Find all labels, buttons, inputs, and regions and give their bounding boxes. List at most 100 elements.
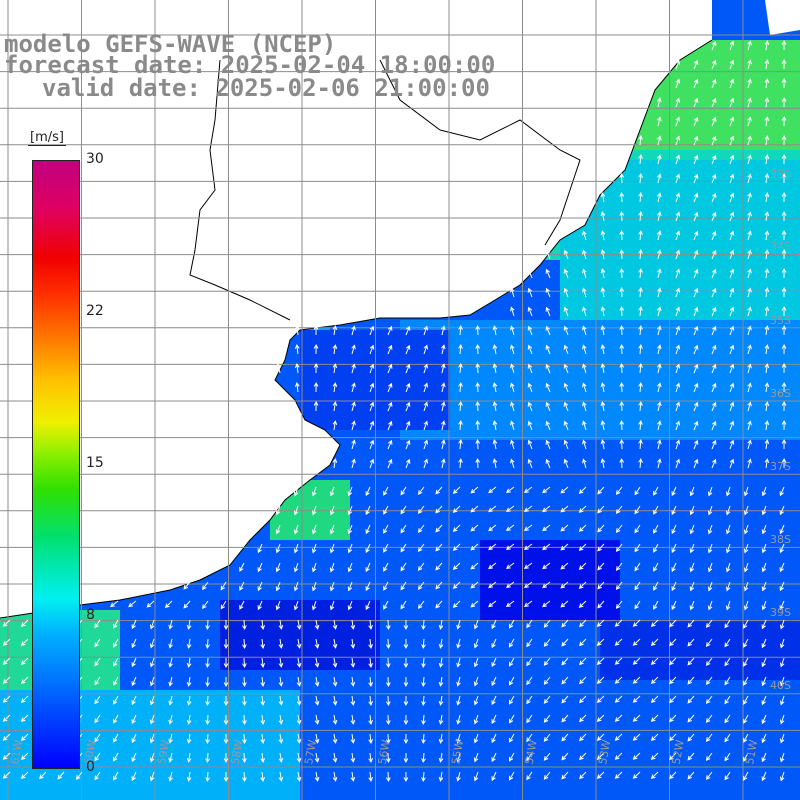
wind-arrow [724, 638, 731, 648]
wind-arrow [764, 420, 770, 431]
wind-arrow [329, 562, 335, 573]
wind-arrow [223, 714, 229, 726]
wind-arrow [619, 362, 625, 374]
wind-arrow [578, 543, 587, 551]
wind-arrows [2, 39, 787, 783]
wind-arrow [711, 268, 717, 279]
wind-arrow [242, 752, 247, 764]
wind-arrow [242, 714, 247, 726]
wind-arrow [650, 752, 659, 761]
wind-arrow [492, 325, 498, 336]
wind-arrow [526, 638, 533, 648]
wind-arrow [275, 524, 281, 535]
wind-arrow [113, 638, 119, 648]
wind-arrow [2, 657, 11, 665]
colorbar-tick-22: 22 [86, 303, 104, 319]
wind-arrow [743, 638, 749, 648]
wind-arrow [400, 486, 407, 496]
wind-arrow [329, 486, 335, 497]
wind-arrow [747, 154, 752, 165]
wind-arrow [20, 638, 29, 647]
wind-arrow [314, 638, 320, 649]
wind-arrow [403, 771, 409, 783]
wind-arrow [615, 562, 623, 571]
wind-arrow [615, 524, 623, 533]
wind-arrow [332, 657, 338, 668]
wind-arrow [693, 59, 699, 70]
wind-arrow [113, 657, 119, 667]
wind-arrow [293, 581, 299, 592]
wind-arrow [761, 638, 767, 649]
wind-arrow [761, 733, 767, 744]
wind-arrow [131, 752, 137, 763]
wind-arrow [365, 543, 371, 554]
wind-arrow [452, 562, 461, 570]
wind-arrow [421, 695, 426, 707]
wind-arrow [488, 486, 497, 494]
wind-arrow [579, 619, 587, 628]
wind-arrow [186, 752, 192, 763]
wind-arrow [632, 638, 641, 646]
wind-arrow [600, 287, 606, 298]
wind-arrow [729, 154, 735, 165]
wind-arrow [764, 116, 770, 127]
wind-arrow [508, 619, 515, 629]
wind-arrow [761, 581, 767, 592]
wind-arrow [582, 249, 587, 260]
wind-arrow [94, 619, 101, 629]
wind-arrow [693, 211, 699, 222]
wind-arrow [492, 344, 498, 355]
wind-arrow [417, 581, 425, 590]
wind-arrow [675, 135, 681, 146]
wind-arrow [563, 458, 569, 469]
wind-arrow [491, 714, 497, 725]
wind-arrow [693, 306, 699, 317]
wind-arrow [656, 211, 662, 222]
wind-arrow [417, 543, 425, 552]
wind-arrow [168, 752, 173, 763]
wind-arrow [650, 657, 659, 666]
wind-arrow [369, 344, 375, 355]
wind-arrow [545, 458, 551, 469]
wind-arrow [705, 771, 713, 781]
wind-arrow [186, 771, 192, 782]
wind-arrow [725, 581, 731, 592]
wind-arrow [314, 695, 320, 706]
wind-arrow [711, 306, 717, 317]
wind-arrow [458, 400, 463, 412]
wind-arrow [205, 676, 210, 688]
wind-arrow [764, 382, 770, 393]
wind-arrow [563, 268, 569, 279]
wind-arrow [347, 600, 353, 611]
wind-arrow [527, 439, 533, 450]
wind-arrow [400, 524, 407, 534]
wind-arrow [168, 695, 173, 706]
wind-arrow [707, 524, 713, 535]
wind-arrow [294, 325, 300, 336]
wind-arrow [729, 458, 735, 469]
wind-arrow [781, 115, 787, 127]
wind-arrow [435, 524, 443, 533]
wind-arrow [505, 581, 515, 589]
wind-arrow [492, 401, 498, 412]
wind-arrow [149, 752, 155, 763]
wind-arrow [113, 714, 119, 724]
lon-label: 55W [449, 739, 466, 766]
wind-arrow [492, 363, 498, 374]
wind-arrow [705, 619, 713, 629]
wind-arrow [368, 657, 373, 668]
wind-arrow [545, 306, 551, 317]
wind-arrow [329, 581, 335, 592]
wind-arrow [600, 211, 606, 222]
wind-arrow [440, 439, 446, 450]
wind-arrow [508, 771, 515, 781]
wind-arrow [671, 505, 677, 516]
wind-arrow [20, 733, 29, 742]
wind-arrow [543, 676, 551, 685]
wind-arrow [293, 524, 299, 535]
wind-arrow [781, 172, 787, 184]
wind-arrow [383, 486, 389, 496]
wind-arrow [508, 638, 515, 648]
wind-arrow [542, 486, 551, 494]
wind-arrow [131, 619, 137, 630]
